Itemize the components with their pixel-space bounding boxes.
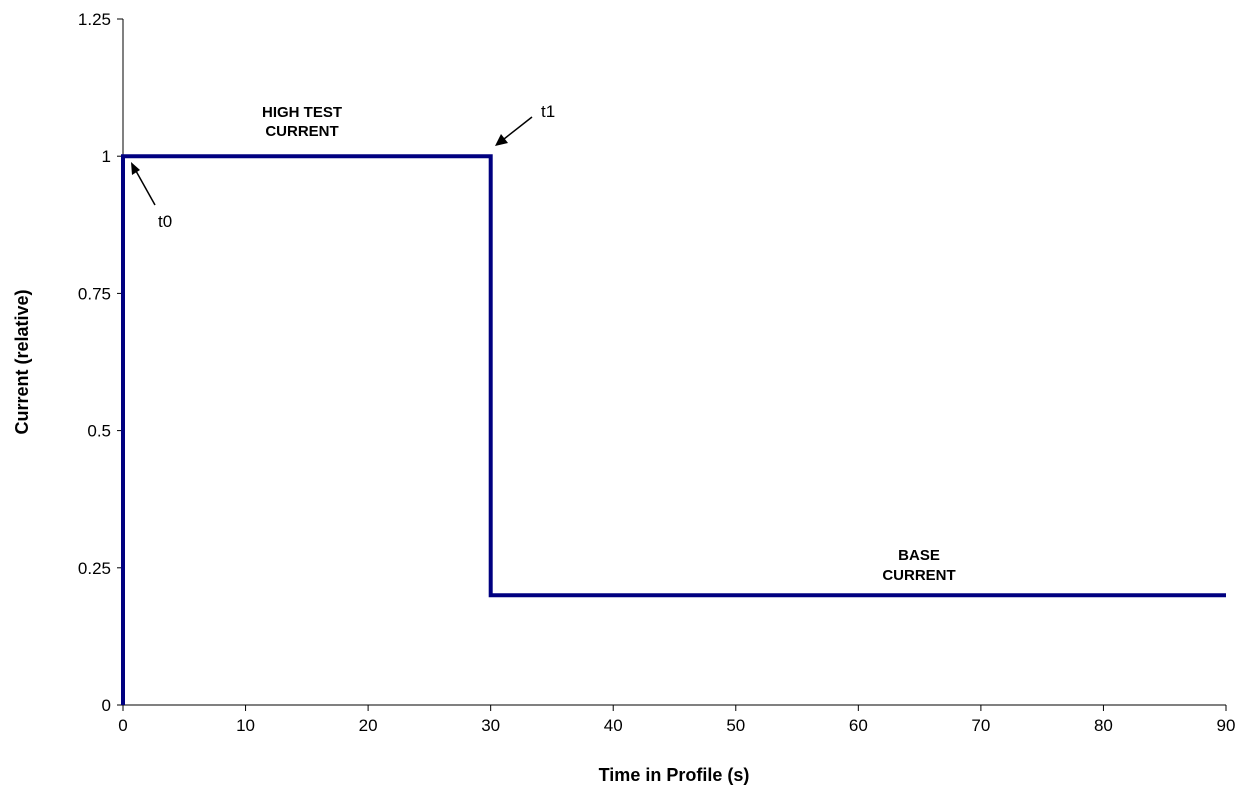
annotation-high-test-current-line2: CURRENT xyxy=(265,123,338,140)
x-tick-label: 60 xyxy=(849,716,868,735)
x-tick-label: 70 xyxy=(971,716,990,735)
y-axis-label: Current (relative) xyxy=(12,289,32,434)
x-tick-label: 0 xyxy=(118,716,127,735)
x-tick-label: 40 xyxy=(604,716,623,735)
annotation-base-current-line2: CURRENT xyxy=(882,567,955,584)
y-tick-label: 0.75 xyxy=(78,284,111,303)
y-tick-label: 0.25 xyxy=(78,559,111,578)
x-tick-label: 20 xyxy=(359,716,378,735)
y-tick-label: 1.25 xyxy=(78,10,111,29)
x-tick-label: 90 xyxy=(1217,716,1236,735)
x-axis-label: Time in Profile (s) xyxy=(599,765,750,785)
series xyxy=(121,154,1226,705)
arrow-t1 xyxy=(495,116,533,146)
y-tick-label: 0 xyxy=(102,696,111,715)
x-tick-label: 30 xyxy=(481,716,500,735)
series-line xyxy=(121,154,1226,705)
x-tick-label: 10 xyxy=(236,716,255,735)
annotation-base-current-line1: BASE xyxy=(898,547,940,564)
annotation-t1: t1 xyxy=(541,102,555,121)
x-tick-label: 80 xyxy=(1094,716,1113,735)
annotation-t0: t0 xyxy=(158,212,172,231)
ticks: 0 10 20 30 40 50 60 70 80 90 0 0.25 0.5 0.75 1 1.25 xyxy=(78,10,1236,735)
axes xyxy=(122,19,1226,706)
y-tick-label: 0.5 xyxy=(87,422,111,441)
y-tick-label: 1 xyxy=(102,147,111,166)
arrow-t0 xyxy=(131,162,156,206)
annotation-high-test-current-line1: HIGH TEST xyxy=(262,104,342,121)
x-tick-label: 50 xyxy=(726,716,745,735)
